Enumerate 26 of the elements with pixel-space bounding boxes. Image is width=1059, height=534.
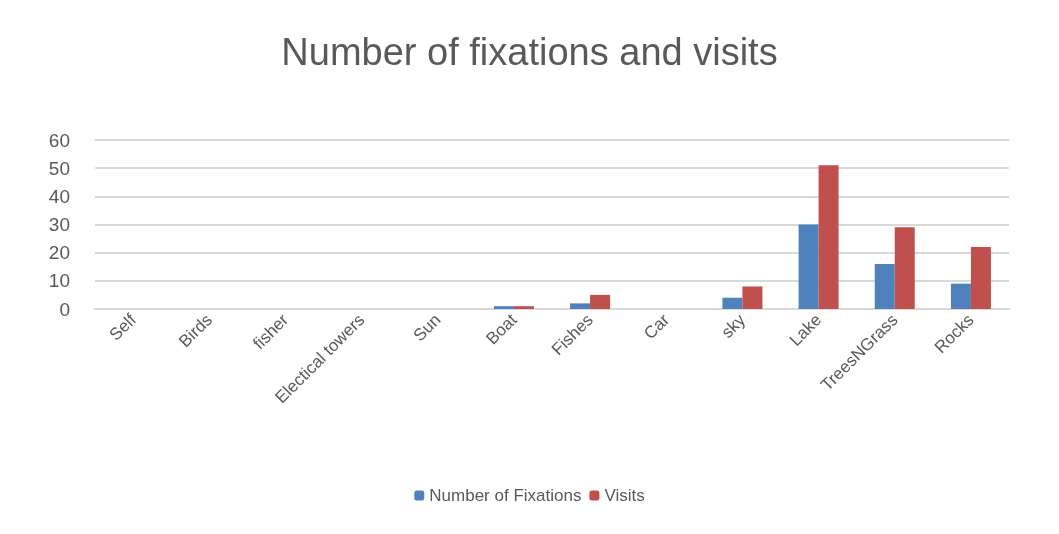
x-tick-label: sky [717, 309, 750, 342]
x-tick-label: Sun [409, 310, 445, 346]
y-tick-label: 10 [48, 270, 70, 292]
y-tick-label: 20 [48, 242, 70, 264]
bar [513, 306, 534, 309]
bar [590, 294, 611, 309]
bar [798, 224, 819, 309]
x-tick-label: Self [105, 310, 140, 345]
x-tick-label: Car [640, 310, 674, 344]
bar [970, 247, 991, 309]
bar [570, 303, 591, 309]
bar [818, 165, 839, 309]
y-tick-label: 40 [48, 185, 70, 207]
chart-title: Number of fixations and visits [281, 31, 778, 73]
bar [493, 306, 514, 309]
legend-label: Visits [604, 486, 645, 505]
bar [874, 263, 895, 309]
bar [722, 297, 743, 309]
bar [742, 286, 763, 309]
y-tick-label: 60 [48, 129, 70, 151]
y-tick-label: 30 [48, 214, 70, 235]
bar [950, 283, 971, 309]
y-tick-label: 50 [48, 157, 70, 179]
y-tick-label: 0 [59, 298, 70, 320]
bar [894, 227, 915, 309]
legend-label: Number of Fixations [429, 486, 582, 505]
